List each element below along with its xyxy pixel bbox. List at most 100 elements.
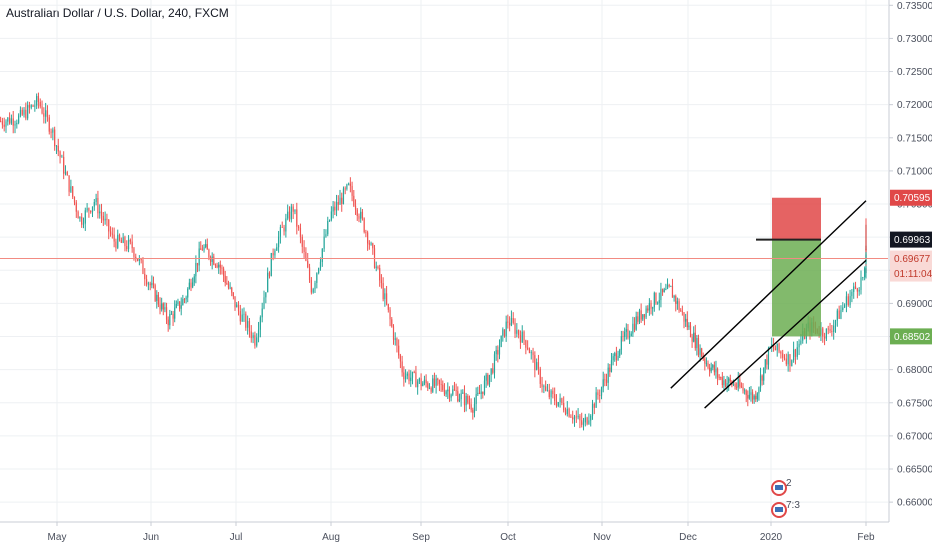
candle-body	[327, 220, 329, 235]
candle-body	[759, 375, 762, 388]
candle-body	[566, 408, 568, 415]
candle-body	[572, 417, 574, 420]
candle-body	[162, 303, 164, 310]
candle-body	[274, 250, 276, 256]
candle-body	[267, 272, 269, 293]
candle-body	[117, 234, 119, 248]
y-tick-label: 0.72000	[897, 100, 932, 111]
candle-body	[750, 392, 752, 395]
candle-body	[152, 282, 155, 286]
entry-price-tag-bg	[890, 231, 932, 248]
candle-body	[318, 268, 320, 274]
time-axis[interactable]: May Jun Jul Aug Sep Oct Nov Dec 2020 Feb	[0, 521, 889, 543]
candle-body	[206, 244, 208, 250]
candle-body	[268, 272, 271, 277]
candle-body	[673, 295, 675, 298]
y-tick-label: 0.73500	[897, 1, 932, 12]
candle-body	[81, 216, 83, 225]
candle-body	[680, 310, 682, 312]
candle-body	[325, 234, 327, 237]
candle-body	[492, 368, 494, 373]
candle-body	[658, 300, 660, 303]
candle-body	[396, 338, 398, 346]
candle-body	[442, 384, 444, 391]
candle-body	[615, 353, 618, 360]
candle-body	[285, 218, 287, 232]
candle-body	[270, 253, 272, 277]
candle-body	[537, 362, 540, 369]
candle-body	[219, 264, 221, 268]
candle-body	[299, 228, 302, 237]
event-markers[interactable]: 2 7:3	[771, 478, 800, 518]
y-tick-label: 0.66000	[897, 498, 932, 509]
last-price-tag-bg	[890, 250, 932, 282]
candle-body	[591, 403, 594, 416]
candle-body	[221, 267, 223, 269]
stop-loss-zone	[772, 197, 821, 240]
candle-body	[100, 211, 103, 216]
candle-body	[147, 283, 149, 285]
candle-body	[281, 227, 283, 228]
candle-body	[697, 338, 700, 355]
candle-body	[600, 387, 603, 396]
x-tick-label: Dec	[679, 532, 697, 543]
candle-body	[655, 292, 657, 304]
candle-body	[43, 113, 45, 117]
candle-body	[294, 209, 296, 212]
candle-body	[518, 330, 520, 336]
candle-body	[862, 277, 864, 278]
candle-body	[595, 392, 597, 408]
candle-body	[124, 237, 126, 247]
candle-body	[726, 383, 728, 387]
last-price-tag-label: 0.69677	[894, 254, 931, 265]
candle-body	[247, 321, 249, 328]
candle-body	[463, 392, 466, 406]
candle-body	[724, 380, 727, 387]
candle-body	[860, 277, 862, 290]
candle-body	[853, 286, 855, 292]
candle-body	[477, 392, 479, 395]
candle-body	[108, 219, 110, 232]
candle-body	[88, 208, 90, 211]
y-tick-label: 0.66500	[897, 465, 932, 476]
candle-body	[753, 395, 755, 400]
candle-body	[564, 410, 567, 415]
candle-body	[156, 294, 158, 301]
event-marker-2[interactable]: 7:3	[771, 500, 800, 518]
candle-body	[713, 365, 715, 373]
candle-body	[52, 129, 54, 133]
candle-body	[555, 401, 558, 406]
event-marker-1[interactable]: 2	[771, 478, 792, 496]
candle-body	[829, 329, 831, 332]
candle-body	[243, 313, 245, 315]
candle-body	[384, 293, 386, 300]
candle-body	[167, 319, 169, 326]
candle-body	[776, 343, 778, 351]
candle-body	[739, 379, 741, 387]
candle-body	[332, 206, 334, 212]
candle-body	[420, 378, 422, 386]
candle-body	[172, 313, 174, 319]
candle-body	[115, 241, 117, 248]
candle-body	[756, 393, 758, 400]
candle-body	[97, 197, 99, 214]
candle-body	[732, 384, 735, 386]
candle-body	[82, 223, 85, 225]
candle-body	[165, 307, 168, 320]
candle-body	[344, 188, 346, 190]
candle-body	[312, 289, 314, 293]
candle-body	[541, 383, 543, 387]
candle-body	[144, 273, 146, 280]
candle-body	[218, 264, 220, 268]
candle-body	[742, 387, 744, 391]
candle-body	[259, 317, 261, 330]
candle-body	[858, 289, 860, 292]
candle-body	[45, 110, 47, 117]
candle-body	[838, 310, 840, 319]
candle-body	[142, 260, 144, 274]
candle-body	[360, 211, 362, 219]
candle-body	[729, 378, 731, 382]
candle-body	[676, 301, 679, 305]
candle-body	[854, 286, 857, 289]
